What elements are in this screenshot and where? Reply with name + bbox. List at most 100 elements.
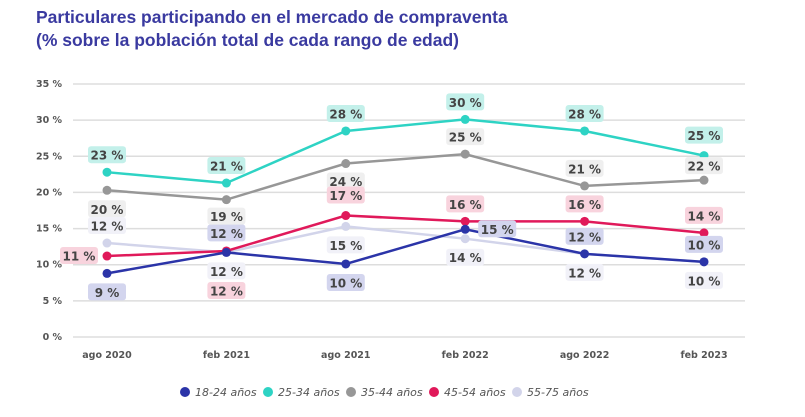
data-point <box>580 216 590 226</box>
y-tick-label: 25 % <box>36 151 63 162</box>
data-label-text: 12 % <box>568 230 601 244</box>
data-label: 14 % <box>446 248 485 266</box>
data-label-text: 17 % <box>329 189 362 203</box>
data-point <box>341 126 351 136</box>
data-label-box <box>565 263 604 281</box>
data-label-box <box>685 235 723 253</box>
series-line <box>106 118 705 185</box>
data-label-text: 30 % <box>449 96 482 110</box>
data-label-box <box>88 200 126 218</box>
data-label-text: 23 % <box>91 149 124 163</box>
data-label-box <box>565 159 604 177</box>
data-label-text: 25 % <box>688 129 721 143</box>
data-label: 12 % <box>565 227 604 245</box>
x-tick-label: feb 2022 <box>442 350 489 361</box>
x-tick-label: ago 2021 <box>321 350 371 361</box>
data-label: 23 % <box>88 146 126 164</box>
data-label: 9 % <box>88 283 126 301</box>
data-point <box>102 238 112 248</box>
y-tick-label: 5 % <box>43 296 63 307</box>
legend-label: 35-44 años <box>361 386 423 399</box>
data-label: 17 % <box>326 186 365 204</box>
data-label-box <box>565 227 604 245</box>
data-label: 30 % <box>446 93 485 111</box>
data-label-text: 22 % <box>688 160 721 174</box>
data-point <box>580 249 590 259</box>
data-label: 21 % <box>207 157 246 175</box>
data-label: 15 % <box>478 220 517 238</box>
chart-title: Particulares participando en el mercado … <box>36 6 508 52</box>
data-label: 19 % <box>207 207 246 225</box>
data-label-box <box>446 195 485 213</box>
legend-item: 18-24 años <box>180 386 257 399</box>
data-point <box>221 195 231 205</box>
legend-item: 55-75 años <box>512 386 589 399</box>
data-label: 15 % <box>326 236 365 254</box>
data-point <box>460 149 470 159</box>
data-point <box>102 185 112 195</box>
data-label-text: 12 % <box>210 227 243 241</box>
data-label-text: 11 % <box>63 250 96 264</box>
data-label: 28 % <box>565 104 604 122</box>
legend-item: 45-54 años <box>429 386 506 399</box>
data-label: 11 % <box>60 247 98 265</box>
data-label-text: 15 % <box>481 223 514 237</box>
data-point <box>580 126 590 136</box>
y-tick-label: 30 % <box>36 115 63 126</box>
data-label-text: 14 % <box>449 251 482 265</box>
subtitle-line: (% sobre la población total de cada rang… <box>36 30 459 50</box>
data-label-text: 12 % <box>210 265 243 279</box>
data-label: 10 % <box>326 273 365 291</box>
data-label: 16 % <box>446 195 485 213</box>
data-label: 28 % <box>326 104 365 122</box>
data-label-box <box>207 281 246 299</box>
title-line: Particulares participando en el mercado … <box>36 7 508 27</box>
data-label: 22 % <box>685 157 723 175</box>
data-label-box <box>446 248 485 266</box>
legend-marker <box>429 387 439 397</box>
data-label-text: 16 % <box>449 198 482 212</box>
legend-label: 18-24 años <box>195 386 257 399</box>
x-tick-label: ago 2022 <box>560 350 610 361</box>
data-label-box <box>207 224 246 242</box>
legend-marker <box>346 387 356 397</box>
data-label: 14 % <box>685 206 723 224</box>
data-label-text: 12 % <box>210 284 243 298</box>
data-label-text: 28 % <box>568 107 601 121</box>
legend-label: 25-34 años <box>278 386 340 399</box>
legend-marker <box>263 387 273 397</box>
data-label-text: 19 % <box>210 210 243 224</box>
y-tick-label: 35 % <box>36 79 63 90</box>
data-point <box>580 181 590 191</box>
data-label-box <box>207 262 246 280</box>
data-label: 24 % <box>326 172 365 190</box>
data-label-box <box>88 217 126 235</box>
data-label-box <box>326 273 365 291</box>
data-label: 25 % <box>446 128 485 146</box>
data-label: 10 % <box>685 271 723 289</box>
data-label: 16 % <box>565 195 604 213</box>
series-line <box>106 214 705 258</box>
legend-marker <box>512 387 522 397</box>
data-label: 25 % <box>685 126 723 144</box>
legend-marker <box>180 387 190 397</box>
data-label-box <box>685 206 723 224</box>
data-point <box>102 251 112 261</box>
legend-item: 35-44 años <box>346 386 423 399</box>
legend-item: 25-34 años <box>263 386 340 399</box>
data-point <box>460 224 470 234</box>
legend-label: 45-54 años <box>444 386 506 399</box>
data-label-box <box>88 146 126 164</box>
data-label: 20 % <box>88 200 126 218</box>
data-label-text: 14 % <box>688 209 721 223</box>
data-label-box <box>685 271 723 289</box>
data-point <box>341 259 351 269</box>
y-tick-label: 0 % <box>43 332 63 343</box>
data-label-text: 10 % <box>329 276 362 290</box>
data-label-text: 20 % <box>91 203 124 217</box>
data-point <box>102 268 112 278</box>
data-label: 21 % <box>565 159 604 177</box>
y-tick-label: 20 % <box>36 187 63 198</box>
data-label-text: 9 % <box>95 286 120 300</box>
data-point <box>699 257 709 267</box>
